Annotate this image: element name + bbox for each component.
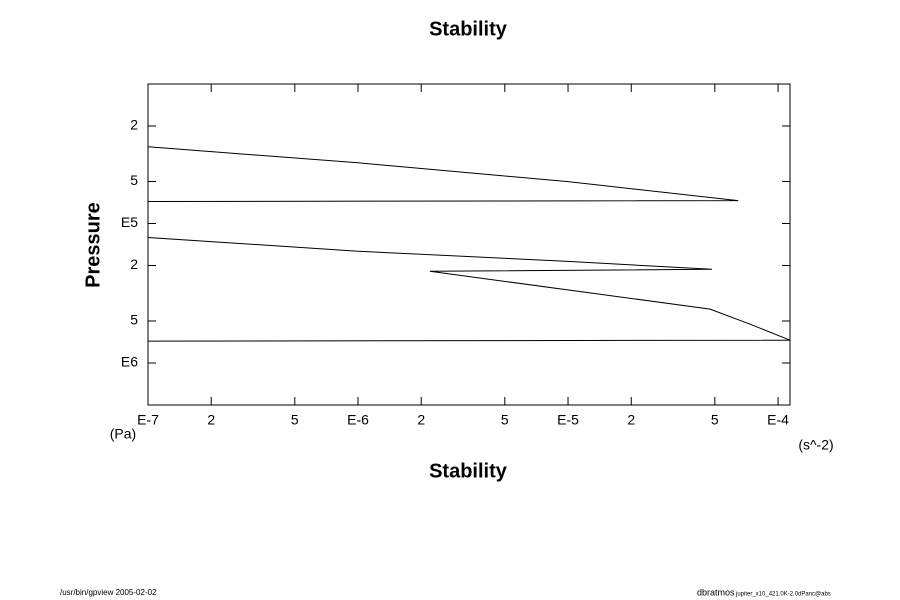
data-line <box>147 146 791 342</box>
y-tick-label: 2 <box>130 256 138 272</box>
x-tick-label: E-5 <box>557 412 579 428</box>
chart-title: Stability <box>429 18 508 40</box>
footer-left: /usr/bin/gpview 2005-02-02 <box>60 588 157 597</box>
y-tick-label: 5 <box>130 172 138 188</box>
x-tick-label: E-6 <box>347 412 369 428</box>
y-tick-label: E5 <box>121 214 138 230</box>
footer-right: dbratmos <box>697 587 735 597</box>
y-tick-label: 2 <box>130 117 138 133</box>
x-tick-label: 2 <box>627 412 635 428</box>
y-tick-label: E6 <box>121 354 138 370</box>
x-unit: (s^-2) <box>798 437 833 453</box>
x-tick-label: 5 <box>711 412 719 428</box>
y-axis-label: Pressure <box>82 202 104 288</box>
x-axis-label: Stability <box>429 460 508 482</box>
footer-right-sub: jupiter_x10_421.0K-2.0dPanc@abs <box>735 592 831 598</box>
x-tick-label: E-4 <box>767 412 789 428</box>
x-tick-label: E-7 <box>137 412 159 428</box>
x-tick-label: 2 <box>417 412 425 428</box>
y-unit: (Pa) <box>110 426 136 442</box>
plot-frame <box>147 83 791 406</box>
x-tick-label: 2 <box>207 412 215 428</box>
x-tick-label: 5 <box>501 412 509 428</box>
y-tick-label: 5 <box>130 312 138 328</box>
x-tick-label: 5 <box>291 412 299 428</box>
